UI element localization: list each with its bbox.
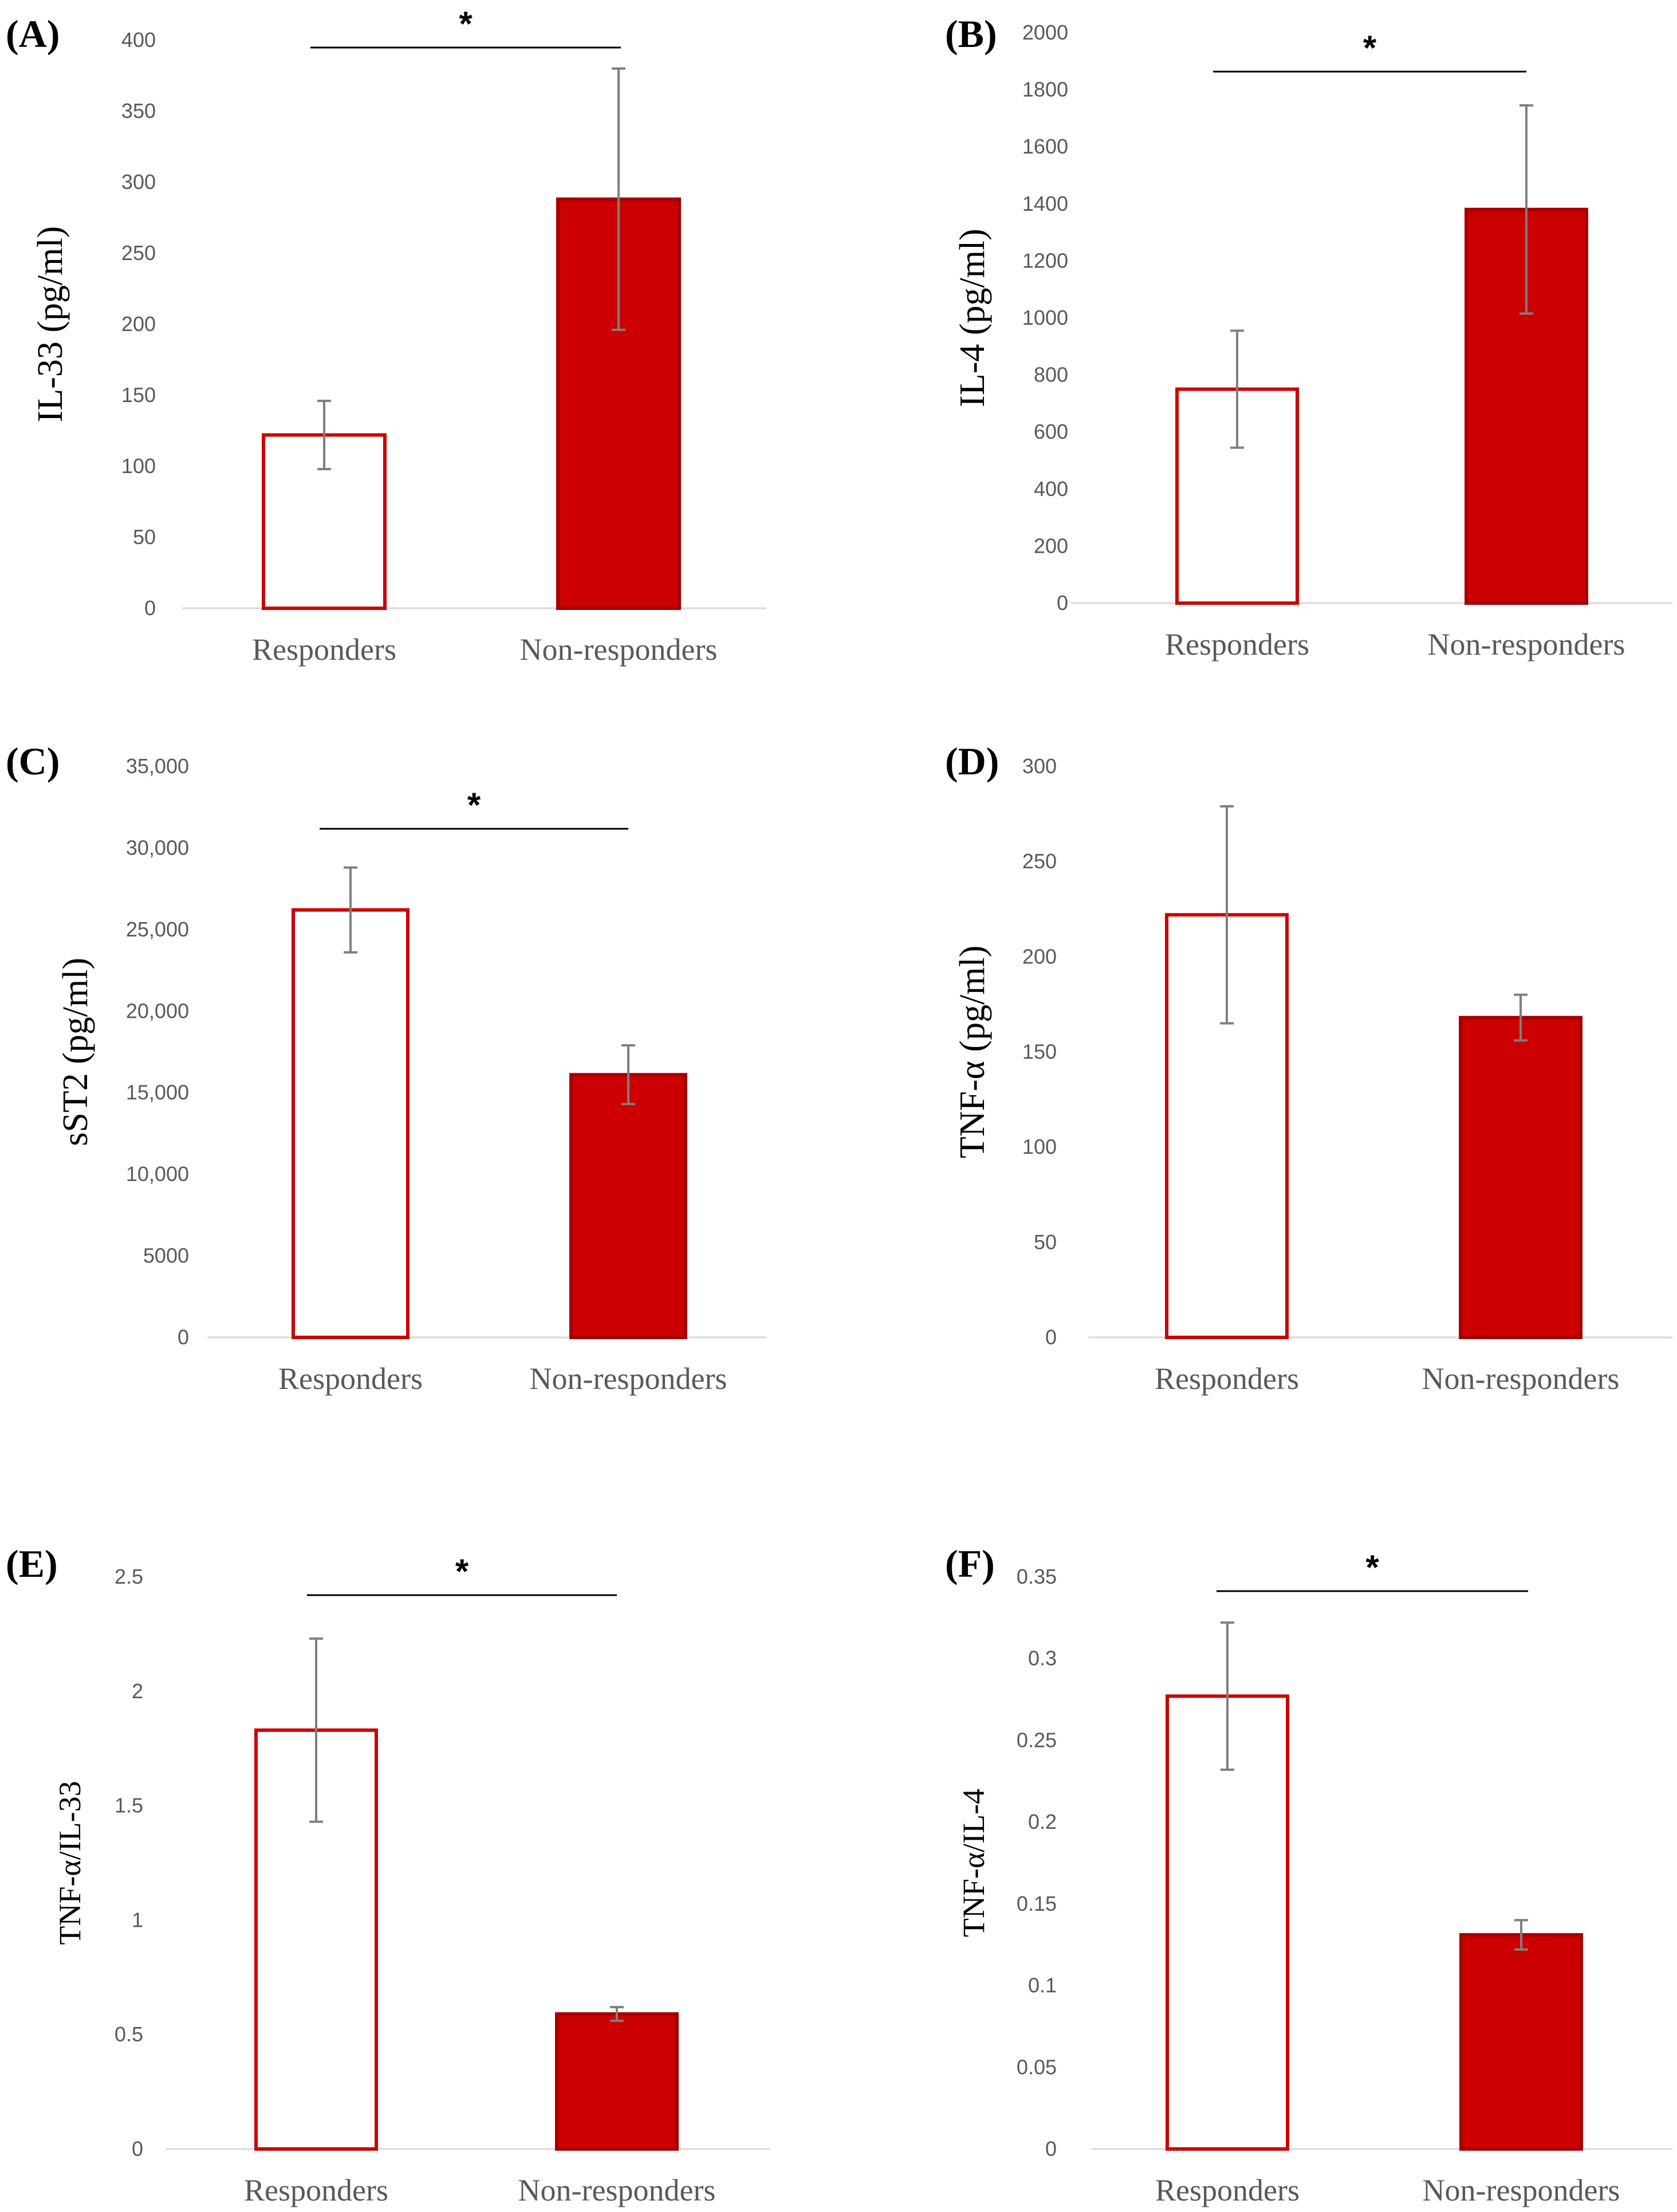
y-tick-label: 0.2 <box>1028 1810 1057 1833</box>
chart-panel-6: (F) TNF-α/IL-4 0 0.05 0.1 0.15 0.2 0.25 0.3 0.35 R… <box>945 1542 1672 2207</box>
y-tick-label: 0.05 <box>1017 2055 1057 2079</box>
x-category-label: Responders <box>244 2173 388 2207</box>
y-tick-label: 1000 <box>1022 306 1068 329</box>
y-tick-label: 50 <box>133 525 156 549</box>
y-tick-label: 50 <box>1034 1230 1057 1254</box>
bar-non-responders <box>555 2012 679 2151</box>
y-axis-label: IL-33 (pg/ml) <box>31 226 70 423</box>
y-tick-label: 200 <box>1034 534 1068 557</box>
y-tick-label: 1 <box>132 1908 143 1931</box>
chart-panel-3: (C) sST2 (pg/ml) 0 5000 10,000 15,000 20,000 25… <box>6 739 766 1396</box>
panel-letter: (C) <box>6 739 60 783</box>
y-tick-label: 100 <box>1022 1135 1057 1159</box>
x-category-label: Responders <box>1165 627 1309 662</box>
y-tick-label: 2.5 <box>115 1565 143 1588</box>
y-tick-label: 20,000 <box>126 999 189 1022</box>
y-tick-label: 0 <box>144 596 156 620</box>
y-tick-label: 1800 <box>1022 78 1068 101</box>
y-tick-label: 1400 <box>1022 192 1068 215</box>
y-tick-label: 150 <box>121 383 156 407</box>
panel-letter: (F) <box>945 1542 995 1585</box>
y-tick-label: 300 <box>1022 754 1057 778</box>
x-category-label: Non-responders <box>1423 2173 1620 2207</box>
y-tick-label: 200 <box>121 312 156 336</box>
y-tick-label: 5000 <box>143 1244 189 1268</box>
y-tick-label: 0 <box>132 2137 143 2160</box>
x-category-label: Non-responders <box>518 2173 716 2207</box>
x-category-label: Non-responders <box>520 632 718 667</box>
y-tick-label: 350 <box>121 99 156 123</box>
panel-letter: (A) <box>6 12 60 56</box>
y-tick-label: 250 <box>121 241 156 265</box>
panel-letter: (E) <box>6 1542 58 1585</box>
y-tick-label: 15,000 <box>126 1081 189 1104</box>
y-tick-label: 300 <box>121 170 156 194</box>
y-tick-label: 2000 <box>1022 21 1068 44</box>
y-tick-label: 1600 <box>1022 135 1068 158</box>
chart-panel-5: (E) TNF-α/IL-33 0 0.5 1 1.5 2 2.5 Responders Non-… <box>6 1542 770 2207</box>
y-tick-label: 100 <box>121 454 156 478</box>
y-tick-label: 600 <box>1034 420 1068 443</box>
significance-star: * <box>467 786 481 824</box>
y-tick-label: 30,000 <box>126 836 189 859</box>
y-tick-label: 0 <box>1045 1325 1057 1349</box>
y-axis-label: TNF-α/IL-4 <box>956 1789 991 1937</box>
y-tick-label: 400 <box>1034 477 1068 501</box>
bar-responders <box>1166 1694 1289 2151</box>
bar-non-responders <box>1459 1933 1583 2151</box>
y-axis-label: TNF-α/IL-33 <box>53 1781 87 1945</box>
bar-non-responders <box>569 1073 687 1339</box>
y-axis-label: IL-4 (pg/ml) <box>953 229 992 407</box>
x-category-label: Responders <box>1155 1361 1299 1396</box>
y-tick-label: 35,000 <box>126 754 189 778</box>
y-tick-label: 2 <box>132 1679 143 1703</box>
y-tick-label: 400 <box>121 28 156 52</box>
panel-letter: (D) <box>945 739 999 783</box>
y-axis-label: sST2 (pg/ml) <box>56 958 95 1146</box>
y-tick-label: 10,000 <box>126 1162 189 1186</box>
y-tick-label: 0 <box>178 1325 189 1349</box>
y-tick-label: 0 <box>1045 2137 1057 2160</box>
y-tick-label: 0.15 <box>1017 1892 1057 1915</box>
y-tick-label: 0.1 <box>1028 1974 1057 1997</box>
panel-letter: (B) <box>945 12 997 56</box>
x-category-label: Non-responders <box>1428 627 1625 662</box>
bar-non-responders <box>1459 1016 1582 1340</box>
y-tick-label: 0 <box>1057 591 1068 615</box>
y-tick-label: 1200 <box>1022 249 1068 272</box>
y-axis-label: TNF-α (pg/ml) <box>953 946 992 1159</box>
y-tick-label: 0.35 <box>1017 1565 1057 1588</box>
significance-star: * <box>459 5 473 43</box>
y-tick-label: 150 <box>1022 1040 1057 1064</box>
y-tick-label: 0.3 <box>1028 1647 1057 1670</box>
x-category-label: Responders <box>1155 2173 1300 2207</box>
y-tick-label: 0.25 <box>1017 1728 1057 1752</box>
y-tick-label: 250 <box>1022 849 1057 873</box>
chart-panel-2: (B) IL-4 (pg/ml) 0 200 400 600 800 1000 1200 1400… <box>945 12 1672 662</box>
significance-star: * <box>1365 1548 1379 1587</box>
x-category-label: Non-responders <box>1422 1361 1620 1396</box>
y-tick-label: 0.5 <box>115 2022 143 2046</box>
x-category-label: Responders <box>252 632 396 667</box>
significance-star: * <box>455 1552 469 1591</box>
y-tick-label: 200 <box>1022 944 1057 968</box>
y-tick-label: 800 <box>1034 363 1068 387</box>
y-tick-label: 1.5 <box>115 1794 143 1817</box>
x-category-label: Non-responders <box>530 1361 727 1396</box>
y-tick-label: 25,000 <box>126 918 189 941</box>
significance-star: * <box>1363 29 1377 67</box>
chart-panel-1: (A) IL-33 (pg/ml) 0 50 100 150 200 250 300 350 400… <box>6 5 766 667</box>
bar-responders <box>292 908 410 1340</box>
chart-panel-4: (D) TNF-α (pg/ml) 0 50 100 150 200 250 300 Respon… <box>945 739 1672 1396</box>
x-category-label: Responders <box>278 1361 423 1396</box>
